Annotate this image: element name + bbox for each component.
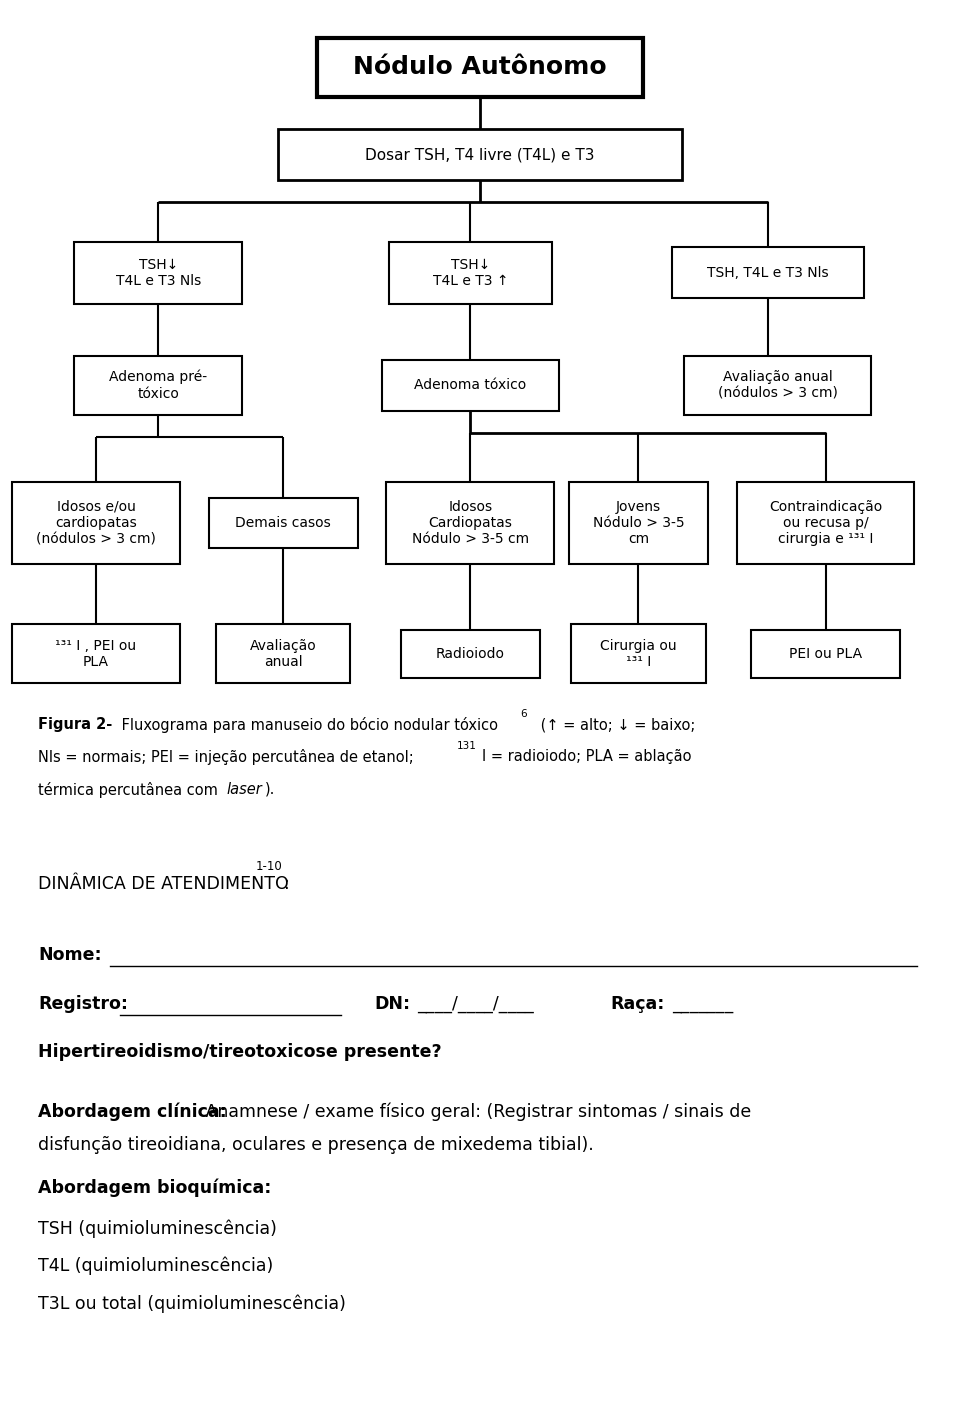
Text: Avaliação
anual: Avaliação anual [250,638,317,669]
Text: Nls = normais; PEI = injeção percutânea de etanol;: Nls = normais; PEI = injeção percutânea … [38,749,414,765]
Text: Fluxograma para manuseio do bócio nodular tóxico: Fluxograma para manuseio do bócio nodula… [117,717,498,733]
Text: Contraindicação
ou recusa p/
cirurgia e ¹³¹ I: Contraindicação ou recusa p/ cirurgia e … [769,499,882,547]
FancyBboxPatch shape [684,356,871,415]
Text: ).: ). [265,782,276,797]
Text: Abordagem clínica:: Abordagem clínica: [38,1102,228,1121]
Text: TSH, T4L e T3 Nls: TSH, T4L e T3 Nls [708,266,828,280]
FancyBboxPatch shape [571,624,706,683]
Text: disfunção tireoidiana, oculares e presença de mixedema tibial).: disfunção tireoidiana, oculares e presen… [38,1136,594,1154]
Text: DINÂMICA DE ATENDIMENTO: DINÂMICA DE ATENDIMENTO [38,875,289,893]
Text: 131: 131 [457,741,477,751]
Text: Abordagem bioquímica:: Abordagem bioquímica: [38,1178,272,1197]
FancyBboxPatch shape [278,129,682,180]
Text: TSH (quimioluminescência): TSH (quimioluminescência) [38,1219,277,1237]
Text: 6: 6 [520,709,527,718]
Text: T4L (quimioluminescência): T4L (quimioluminescência) [38,1257,274,1275]
Text: Registro:: Registro: [38,995,129,1014]
Text: Nódulo Autônomo: Nódulo Autônomo [353,55,607,80]
Text: Anamnese / exame físico geral: (Registrar sintomas / sinais de: Anamnese / exame físico geral: (Registra… [200,1102,751,1121]
FancyBboxPatch shape [12,482,180,564]
FancyBboxPatch shape [317,38,643,97]
FancyBboxPatch shape [737,482,914,564]
Text: Hipertireoidismo/tireotoxicose presente?: Hipertireoidismo/tireotoxicose presente? [38,1043,442,1062]
Text: Idosos e/ou
cardiopatas
(nódulos > 3 cm): Idosos e/ou cardiopatas (nódulos > 3 cm) [36,499,156,547]
Text: 1-10: 1-10 [255,860,282,873]
Text: (↑ = alto; ↓ = baixo;: (↑ = alto; ↓ = baixo; [536,717,695,733]
Text: laser: laser [227,782,262,797]
Text: Avaliação anual
(nódulos > 3 cm): Avaliação anual (nódulos > 3 cm) [718,370,837,401]
Text: Idosos
Cardiopatas
Nódulo > 3-5 cm: Idosos Cardiopatas Nódulo > 3-5 cm [412,499,529,547]
Text: Jovens
Nódulo > 3-5
cm: Jovens Nódulo > 3-5 cm [592,499,684,547]
FancyBboxPatch shape [381,360,559,411]
FancyBboxPatch shape [568,482,708,564]
Text: ____/____/____: ____/____/____ [417,995,534,1014]
Text: PEI ou PLA: PEI ou PLA [789,647,862,661]
Text: Dosar TSH, T4 livre (T4L) e T3: Dosar TSH, T4 livre (T4L) e T3 [365,148,595,162]
FancyBboxPatch shape [75,242,242,304]
Text: _______: _______ [672,995,733,1014]
Text: Adenoma pré-
tóxico: Adenoma pré- tóxico [109,370,207,401]
Text: I = radioiodo; PLA = ablação: I = radioiodo; PLA = ablação [482,749,691,765]
Text: T3L ou total (quimioluminescência): T3L ou total (quimioluminescência) [38,1295,347,1313]
Text: Cirurgia ou
¹³¹ I: Cirurgia ou ¹³¹ I [600,638,677,669]
FancyBboxPatch shape [386,482,554,564]
FancyBboxPatch shape [216,624,350,683]
FancyBboxPatch shape [751,630,900,678]
FancyBboxPatch shape [75,356,242,415]
Text: TSH↓
T4L e T3 ↑: TSH↓ T4L e T3 ↑ [433,257,508,288]
Text: térmica percutânea com: térmica percutânea com [38,782,223,797]
FancyBboxPatch shape [208,498,357,548]
FancyBboxPatch shape [12,624,180,683]
Text: Nome:: Nome: [38,946,102,965]
FancyBboxPatch shape [389,242,552,304]
Text: Radioiodo: Radioiodo [436,647,505,661]
FancyBboxPatch shape [400,630,540,678]
Text: Raça:: Raça: [611,995,665,1014]
Text: Figura 2-: Figura 2- [38,717,112,733]
Text: Adenoma tóxico: Adenoma tóxico [415,378,526,392]
Text: ¹³¹ I , PEI ou
PLA: ¹³¹ I , PEI ou PLA [56,638,136,669]
Text: :: : [284,875,290,893]
Text: TSH↓
T4L e T3 Nls: TSH↓ T4L e T3 Nls [116,257,201,288]
FancyBboxPatch shape [672,247,864,298]
Text: DN:: DN: [374,995,411,1014]
Text: Demais casos: Demais casos [235,516,331,530]
